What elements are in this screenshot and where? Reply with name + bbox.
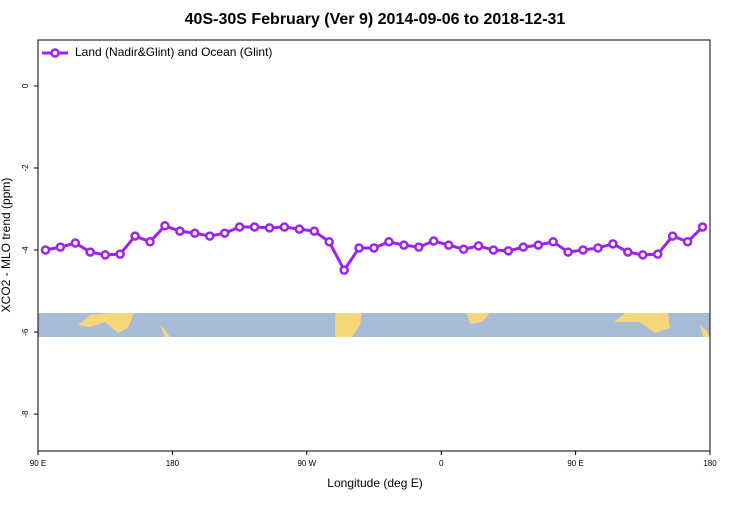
- point: [518, 242, 529, 252]
- x-tick-label: 0: [439, 459, 444, 468]
- point: [204, 231, 215, 241]
- land: [614, 313, 670, 333]
- y-axis-label: XCO2 - MLO trend (ppm): [0, 178, 13, 313]
- x-tick-label: 180: [703, 459, 717, 468]
- point: [309, 226, 320, 236]
- point: [70, 238, 81, 248]
- x-tick-label: 90 E: [567, 459, 583, 468]
- point: [593, 243, 603, 253]
- point: [55, 242, 66, 252]
- point: [638, 250, 648, 260]
- land: [700, 325, 710, 337]
- land: [335, 313, 362, 337]
- y-tick-label: -2: [21, 164, 30, 172]
- point: [563, 247, 573, 257]
- y-tick-label: -6: [21, 328, 30, 336]
- point: [533, 240, 544, 250]
- point: [160, 221, 170, 231]
- point: [428, 236, 439, 246]
- point: [548, 237, 558, 247]
- point: [40, 245, 51, 255]
- point: [219, 228, 230, 238]
- y-tick-label: -4: [21, 246, 30, 254]
- point: [608, 239, 618, 249]
- point: [503, 246, 514, 256]
- point: [249, 222, 260, 232]
- point: [652, 249, 663, 259]
- point: [85, 247, 96, 257]
- point: [354, 243, 364, 253]
- point: [324, 237, 334, 247]
- land: [466, 313, 490, 324]
- point: [264, 223, 275, 233]
- point: [130, 231, 140, 241]
- point: [294, 224, 305, 234]
- point: [458, 244, 469, 254]
- x-axis-label: Longitude (deg E): [327, 476, 422, 490]
- point: [578, 245, 588, 255]
- point: [399, 240, 409, 250]
- chart-title: 40S-30S February (Ver 9) 2014-09-06 to 2…: [185, 11, 566, 28]
- y-tick-label: 0: [21, 83, 30, 88]
- point: [100, 250, 110, 260]
- map-strip: [38, 313, 710, 337]
- point: [667, 231, 678, 241]
- x-tick-label: 180: [166, 459, 180, 468]
- legend-label: Land (Nadir&Glint) and Ocean (Glint): [75, 45, 272, 59]
- point: [339, 265, 349, 275]
- point: [115, 249, 125, 259]
- ocean: [38, 313, 710, 337]
- point: [234, 222, 245, 232]
- point: [682, 237, 693, 247]
- point: [697, 222, 708, 232]
- point: [623, 247, 633, 257]
- point: [279, 222, 290, 232]
- land: [160, 325, 170, 337]
- point: [473, 241, 484, 251]
- point: [384, 237, 394, 247]
- point: [175, 226, 185, 236]
- point: [488, 245, 499, 255]
- x-tick-label: 90 W: [297, 459, 316, 468]
- y-tick-label: -8: [21, 410, 30, 418]
- point: [443, 240, 454, 250]
- plot-frame: [37, 39, 711, 452]
- legend-marker: [50, 48, 60, 58]
- land: [78, 313, 134, 333]
- point: [190, 228, 200, 238]
- point: [145, 237, 155, 247]
- point: [414, 242, 424, 252]
- x-tick-label: 90 E: [30, 459, 46, 468]
- point: [369, 243, 379, 253]
